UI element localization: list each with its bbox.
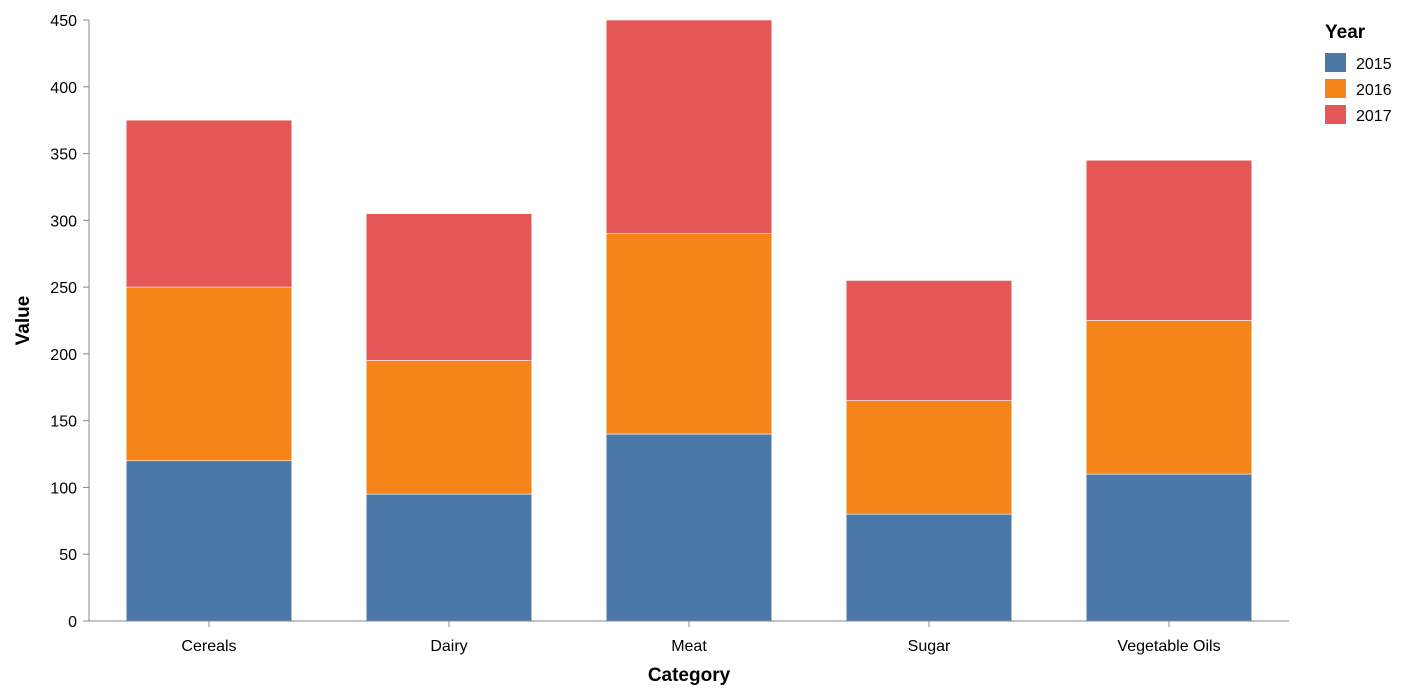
y-axis: 0 50 100 150 200 250 300 350 400 450 bbox=[50, 13, 90, 631]
x-axis-title: Category bbox=[648, 665, 731, 686]
legend-label-2016: 2016 bbox=[1356, 82, 1392, 99]
x-axis: Cereals Dairy Meat Sugar Vegetable Oils bbox=[89, 620, 1289, 655]
y-tick-label: 400 bbox=[50, 80, 77, 97]
x-tick-label: Vegetable Oils bbox=[1117, 638, 1220, 655]
x-tick-label: Dairy bbox=[430, 638, 467, 655]
bar-cereals-2017 bbox=[125, 119, 293, 288]
bar-vegetable-oils-2015 bbox=[1085, 473, 1253, 622]
y-tick-label: 100 bbox=[50, 480, 77, 497]
y-tick-label: 300 bbox=[50, 213, 77, 230]
bar-sugar-2017 bbox=[845, 280, 1013, 401]
y-tick-label: 250 bbox=[50, 280, 77, 297]
bars-layer bbox=[125, 19, 1253, 622]
legend: Year 2015 2016 2017 bbox=[1325, 22, 1392, 125]
x-tick-label: Meat bbox=[671, 638, 707, 655]
y-tick-label: 0 bbox=[68, 614, 77, 631]
legend-label-2017: 2017 bbox=[1356, 108, 1392, 125]
bar-meat-2017 bbox=[605, 19, 773, 234]
legend-swatch-2016 bbox=[1325, 79, 1346, 98]
legend-swatch-2015 bbox=[1325, 53, 1346, 72]
x-tick-label: Cereals bbox=[181, 638, 236, 655]
y-tick-label: 450 bbox=[50, 13, 77, 30]
bar-vegetable-oils-2016 bbox=[1085, 320, 1253, 475]
bar-cereals-2015 bbox=[125, 460, 293, 622]
y-tick-label: 150 bbox=[50, 414, 77, 431]
y-axis-title: Value bbox=[13, 296, 34, 346]
legend-swatch-2017 bbox=[1325, 105, 1346, 124]
y-tick-label: 50 bbox=[59, 547, 77, 564]
bar-dairy-2015 bbox=[365, 493, 533, 622]
bar-vegetable-oils-2017 bbox=[1085, 159, 1253, 321]
legend-title: Year bbox=[1325, 22, 1366, 43]
bar-dairy-2017 bbox=[365, 213, 533, 361]
y-tick-label: 350 bbox=[50, 147, 77, 164]
bar-sugar-2016 bbox=[845, 400, 1013, 515]
bar-meat-2015 bbox=[605, 433, 773, 622]
bar-dairy-2016 bbox=[365, 360, 533, 495]
legend-label-2015: 2015 bbox=[1356, 56, 1392, 73]
bar-cereals-2016 bbox=[125, 286, 293, 462]
x-tick-label: Sugar bbox=[908, 638, 951, 655]
bar-sugar-2015 bbox=[845, 513, 1013, 622]
y-tick-label: 200 bbox=[50, 347, 77, 364]
bar-meat-2016 bbox=[605, 233, 773, 435]
